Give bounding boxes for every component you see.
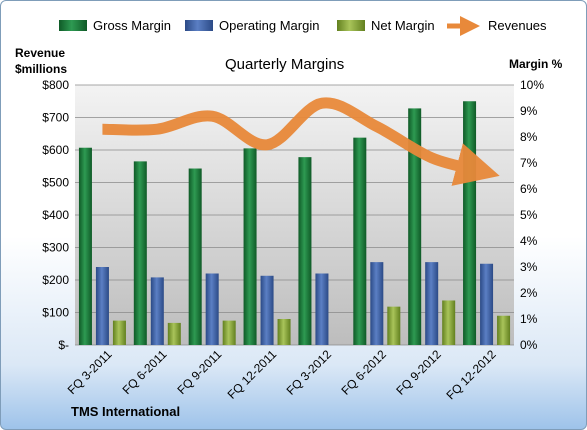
- gross-margin-bar: [78, 147, 92, 345]
- net-margin-bar: [442, 300, 456, 345]
- y-right-tick-label: 8%: [520, 130, 538, 144]
- y-left-tick-label: $500: [42, 176, 69, 190]
- y-left-label-line1: Revenue: [15, 46, 65, 60]
- gross-margin-bar: [463, 101, 477, 345]
- y-right-tick-label: 9%: [520, 104, 538, 118]
- legend-swatch-gross-margin: [59, 20, 87, 31]
- operating-margin-bar: [315, 273, 329, 345]
- category-label: FQ 9-2012: [393, 347, 444, 398]
- gross-margin-bar: [188, 168, 202, 345]
- chart-title: Quarterly Margins: [225, 56, 344, 73]
- left-axis-ticks: $- $100 $200 $300 $400 $500 $600 $700 $800: [42, 78, 69, 352]
- y-right-tick-label: 0%: [520, 338, 538, 352]
- right-axis-ticks: 0% 1% 2% 3% 4% 5% 6% 7% 8% 9% 10%: [520, 78, 544, 352]
- net-margin-bar: [497, 315, 511, 345]
- y-left-tick-label: $600: [42, 143, 69, 157]
- y-left-tick-label: $700: [42, 111, 69, 125]
- operating-margin-bar: [205, 273, 219, 345]
- operating-margin-bar: [260, 275, 274, 345]
- bars-group: [78, 101, 511, 346]
- legend-label-net-margin: Net Margin: [371, 18, 435, 33]
- y-right-tick-label: 10%: [520, 78, 544, 92]
- y-left-label-line2: $millions: [15, 62, 67, 76]
- category-label: FQ 12-2011: [225, 347, 280, 402]
- legend-swatch-net-margin: [337, 20, 365, 31]
- y-right-label: Margin %: [509, 57, 563, 71]
- y-right-tick-label: 3%: [520, 260, 538, 274]
- category-label: FQ 9-2011: [174, 347, 224, 397]
- y-right-tick-label: 4%: [520, 234, 538, 248]
- net-margin-bar: [112, 320, 126, 345]
- category-label: FQ 3-2012: [284, 347, 335, 398]
- y-right-tick-label: 7%: [520, 156, 538, 170]
- y-left-tick-label: $-: [58, 338, 69, 352]
- y-left-tick-label: $100: [42, 306, 69, 320]
- gross-margin-bar: [353, 137, 367, 345]
- operating-margin-bar: [370, 262, 384, 345]
- revenues-line-group: [102, 97, 500, 186]
- gross-margin-bar: [243, 148, 257, 345]
- legend-swatch-operating-margin: [185, 20, 213, 31]
- operating-margin-bar: [150, 277, 164, 345]
- operating-margin-bar: [95, 267, 109, 345]
- category-label: FQ 6-2011: [120, 347, 170, 397]
- gross-margin-bar: [408, 108, 422, 346]
- y-left-tick-label: $400: [42, 208, 69, 222]
- net-margin-bar: [387, 306, 401, 345]
- operating-margin-bar: [480, 263, 494, 345]
- y-left-tick-label: $300: [42, 241, 69, 255]
- operating-margin-bar: [425, 262, 439, 345]
- source-label: TMS International: [71, 404, 180, 419]
- y-left-tick-label: $800: [42, 78, 69, 92]
- category-labels: FQ 3-2011 FQ 6-2011 FQ 9-2011 FQ 12-2011 FQ …: [65, 347, 499, 402]
- legend-label-operating-margin: Operating Margin: [219, 18, 319, 33]
- legend-label-revenues: Revenues: [488, 18, 547, 33]
- net-margin-bar: [167, 322, 181, 345]
- y-left-tick-label: $200: [42, 273, 69, 287]
- legend: Gross Margin Operating Margin Net Margin…: [59, 16, 547, 36]
- category-label: FQ 3-2011: [65, 347, 115, 397]
- revenues-line: [102, 97, 500, 186]
- gross-margin-bar: [298, 157, 312, 345]
- y-right-tick-label: 1%: [520, 312, 538, 326]
- y-right-tick-label: 6%: [520, 182, 538, 196]
- net-margin-bar: [277, 319, 291, 345]
- y-right-tick-label: 2%: [520, 286, 538, 300]
- category-label: FQ 12-2012: [443, 347, 498, 402]
- net-margin-bar: [222, 320, 236, 345]
- gross-margin-bar: [133, 161, 147, 345]
- gridlines: [75, 84, 514, 346]
- y-right-tick-label: 5%: [520, 208, 538, 222]
- category-label: FQ 6-2012: [338, 347, 389, 398]
- legend-label-gross-margin: Gross Margin: [93, 18, 171, 33]
